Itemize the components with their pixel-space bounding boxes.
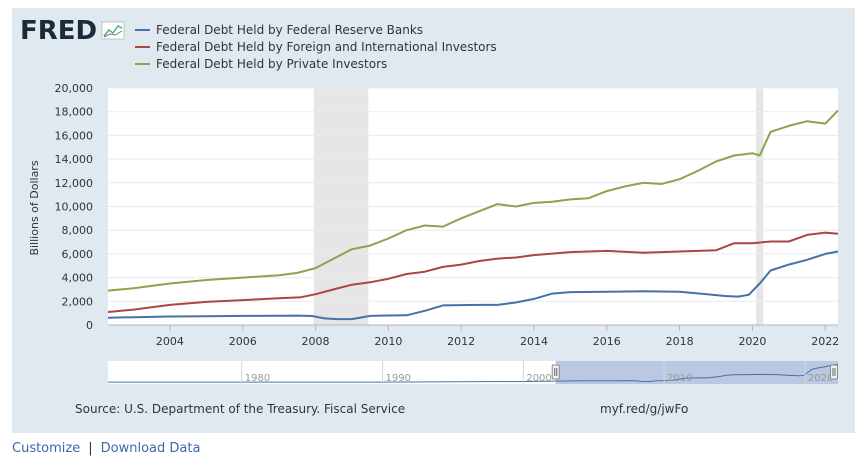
x-tick-label: 2006: [229, 335, 257, 348]
y-tick-label: 2,000: [62, 295, 94, 308]
navigator-right-handle[interactable]: [830, 364, 838, 380]
y-tick-label: 18,000: [55, 106, 94, 119]
navigator-background: [108, 361, 838, 384]
series-line-2[interactable]: [107, 109, 839, 292]
footer-links: Customize | Download Data: [12, 441, 200, 456]
navigator-label: 2010: [667, 373, 692, 384]
y-tick-label: 0: [86, 319, 93, 332]
y-tick-label: 8,000: [62, 224, 94, 237]
navigator-label: 2000: [526, 373, 551, 384]
x-tick-label: 2008: [302, 335, 330, 348]
legend-label-2[interactable]: Federal Debt Held by Private Investors: [156, 57, 387, 71]
y-tick-label: 6,000: [62, 248, 94, 261]
navigator-selection[interactable]: [555, 361, 838, 384]
x-tick-label: 2010: [374, 335, 402, 348]
chart-panel: FRED Federal Debt Held by Federal Reserv…: [12, 8, 855, 433]
legend-label-0[interactable]: Federal Debt Held by Federal Reserve Ban…: [156, 23, 423, 37]
source-text: Source: U.S. Department of the Treasury.…: [75, 402, 405, 416]
series-line-0[interactable]: [107, 250, 839, 321]
x-tick-label: 2018: [666, 335, 694, 348]
y-tick-label: 14,000: [55, 153, 94, 166]
range-navigator[interactable]: 1980 1990 2000 2010 2020: [108, 361, 839, 384]
y-axis-label: Billions of Dollars: [28, 160, 41, 255]
series-line-1[interactable]: [107, 231, 839, 313]
download-data-link[interactable]: Download Data: [100, 441, 201, 456]
fred-logo[interactable]: FRED: [20, 16, 125, 46]
legend-label-1[interactable]: Federal Debt Held by Foreign and Interna…: [156, 40, 497, 54]
y-tick-label: 20,000: [55, 82, 94, 95]
y-axis-ticks: 0 2,000 4,000 6,000 8,000 10,000 12,000 14,000 1…: [55, 82, 94, 332]
fred-logo-text: FRED: [20, 16, 97, 46]
x-tick-label: 2016: [593, 335, 621, 348]
customize-link[interactable]: Customize: [12, 441, 81, 456]
fred-logo-chart-icon: [101, 21, 125, 40]
navigator-left-handle[interactable]: [551, 364, 560, 380]
y-tick-label: 12,000: [55, 177, 94, 190]
x-tick-label: 2022: [811, 335, 839, 348]
y-tick-label: 4,000: [62, 272, 94, 285]
legend: Federal Debt Held by Federal Reserve Ban…: [135, 23, 497, 71]
navigator-label: 1980: [245, 373, 270, 384]
chart-svg: FRED Federal Debt Held by Federal Reserv…: [20, 16, 839, 416]
navigator-label: 1990: [386, 373, 411, 384]
x-tick-label: 2004: [156, 335, 184, 348]
y-tick-label: 16,000: [55, 129, 94, 142]
link-separator: |: [88, 441, 93, 456]
x-tick-label: 2012: [447, 335, 475, 348]
navigator-label: 2020: [808, 373, 833, 384]
x-tick-label: 2020: [738, 335, 766, 348]
short-url[interactable]: myf.red/g/jwFo: [600, 402, 688, 416]
y-tick-label: 10,000: [55, 201, 94, 214]
navigator-series-line: [108, 363, 839, 383]
navigator-axis-labels: 1980 1990 2000 2010 2020: [241, 361, 833, 384]
x-tick-label: 2014: [520, 335, 548, 348]
x-axis-ticks: 2004 2006 2008 2010 2012 2014 2016 2018 2020 2022: [156, 325, 839, 348]
series-lines: [107, 109, 839, 321]
